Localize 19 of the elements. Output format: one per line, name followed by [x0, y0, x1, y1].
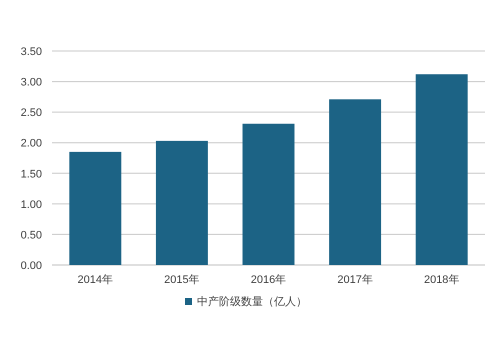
y-tick-label: 1.00 [20, 198, 42, 211]
y-tick-label: 0.50 [20, 229, 42, 242]
x-tick-label: 2017年 [337, 274, 373, 286]
x-tick-label: 2015年 [164, 274, 200, 286]
legend-label: 中产阶级数量（亿人） [197, 295, 307, 308]
y-tick-label: 3.50 [20, 46, 42, 58]
y-tick-label: 2.00 [20, 138, 42, 150]
bar [242, 124, 294, 265]
y-tick-label: 2.50 [20, 107, 42, 120]
x-tick-label: 2014年 [78, 274, 114, 286]
bar [416, 74, 468, 265]
bar [329, 99, 382, 265]
x-tick-label: 2016年 [250, 274, 286, 286]
bar [156, 140, 208, 265]
bar [69, 152, 122, 265]
x-tick-label: 2018年 [424, 274, 460, 286]
y-tick-label: 0.00 [20, 260, 42, 272]
y-tick-label: 1.50 [20, 168, 42, 180]
y-tick-label: 3.00 [20, 76, 42, 89]
